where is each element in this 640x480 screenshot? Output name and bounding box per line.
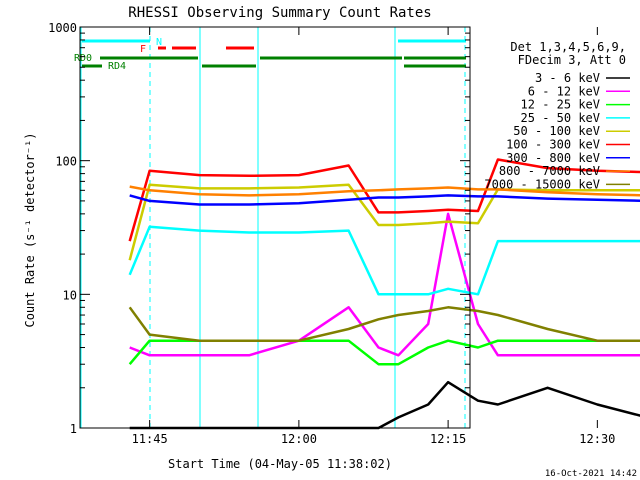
series-line-5	[128, 158, 640, 242]
legend-header-line-2: FDecim 3, Att 0	[518, 53, 626, 67]
legend-label-7: 800 - 7000 keV	[499, 164, 600, 178]
y-axis-label: Count Rate (s⁻¹ detector⁻¹)	[23, 132, 37, 327]
legend: Det 1,3,4,5,6,9,FDecim 3, Att 0 3 - 6 keV…	[484, 40, 630, 191]
flag-label-rd4: RD4	[108, 61, 126, 72]
legend-label-5: 100 - 300 keV	[506, 138, 600, 152]
y-tick-label-1: 10	[63, 288, 77, 302]
chart-title: RHESSI Observing Summary Count Rates	[128, 5, 431, 21]
series-line-8	[128, 306, 640, 342]
flag-label-n: N	[156, 37, 162, 48]
legend-label-6: 300 - 800 keV	[506, 151, 600, 165]
legend-label-2: 12 - 25 keV	[521, 98, 600, 112]
legend-label-4: 50 - 100 keV	[513, 124, 600, 138]
series-line-7	[129, 185, 640, 197]
x-tick-label-2: 12:15	[430, 432, 466, 446]
series-line-1	[129, 212, 640, 357]
flag-label-rd0: RD0	[74, 53, 92, 64]
legend-label-8: 7000 - 15000 keV	[484, 177, 600, 191]
series-line-3	[128, 225, 640, 296]
timestamp: 16-Oct-2021 14:42	[545, 469, 637, 479]
x-tick-label-1: 12:00	[281, 432, 317, 446]
axis-ticks: 11:4512:0012:1512:3012:4513:0013:1511010…	[48, 21, 615, 446]
legend-label-0: 3 - 6 keV	[535, 71, 600, 85]
legend-label-3: 25 - 50 keV	[521, 111, 600, 125]
x-tick-label-3: 12:30	[579, 432, 615, 446]
x-axis-label: Start Time (04-May-05 11:38:02)	[168, 457, 392, 471]
legend-header-line-1: Det 1,3,4,5,6,9,	[510, 40, 626, 54]
flag-label-f: F	[140, 44, 146, 55]
plot-frame	[79, 26, 471, 429]
y-tick-label-2: 100	[55, 155, 77, 169]
legend-label-1: 6 - 12 keV	[528, 84, 600, 98]
x-tick-label-0: 11:45	[132, 432, 168, 446]
series-line-6	[129, 194, 640, 206]
y-tick-label-3: 1000	[48, 21, 77, 35]
y-tick-label-0: 1	[70, 422, 77, 436]
